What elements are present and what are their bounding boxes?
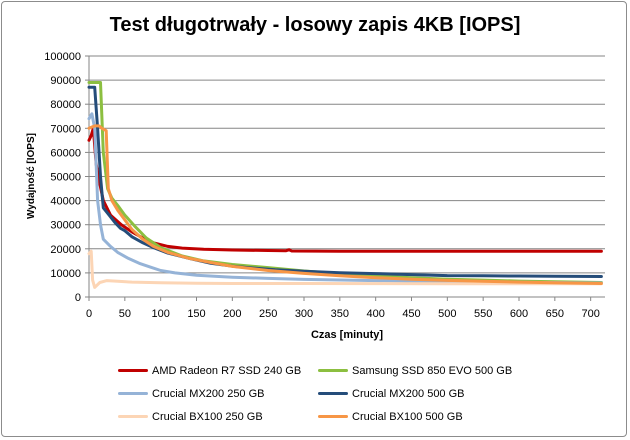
x-tick-label: 100 <box>151 308 169 320</box>
series-lines <box>87 81 603 289</box>
x-tick-label: 650 <box>546 308 564 320</box>
series-line <box>87 112 603 285</box>
x-tick-label: 700 <box>581 308 599 320</box>
chart-legend: AMD Radeon R7 SSD 240 GB Samsung SSD 850… <box>118 362 538 425</box>
legend-swatch <box>118 415 148 418</box>
y-tick-label: 100000 <box>44 51 81 63</box>
y-tick-labels: 0 10000 20000 30000 40000 50000 60000 70000 8000… <box>44 51 89 304</box>
legend-swatch <box>118 369 148 372</box>
series-line <box>87 126 603 253</box>
legend-item: Crucial BX100 500 GB <box>318 408 538 425</box>
legend-label: Samsung SSD 850 EVO 500 GB <box>352 364 513 377</box>
x-tick-label: 350 <box>331 308 349 320</box>
x-tick-label: 150 <box>187 308 205 320</box>
y-tick-label: 20000 <box>50 244 81 256</box>
series-line <box>87 249 603 289</box>
legend-label: Crucial MX200 500 GB <box>352 387 465 400</box>
y-tick-label: 10000 <box>50 268 81 280</box>
x-axis-label: Czas [minuty] <box>311 329 383 341</box>
x-tick-label: 450 <box>402 308 420 320</box>
legend-label: Crucial BX100 250 GB <box>152 410 263 423</box>
legend-item: AMD Radeon R7 SSD 240 GB <box>118 362 318 379</box>
y-tick-label: 70000 <box>50 123 81 135</box>
y-tick-label: 50000 <box>50 172 81 184</box>
legend-swatch <box>118 392 148 395</box>
legend-item: Crucial MX200 250 GB <box>118 385 318 402</box>
legend-label: AMD Radeon R7 SSD 240 GB <box>152 364 302 377</box>
x-tick-label: 550 <box>474 308 492 320</box>
x-tick-label: 300 <box>295 308 313 320</box>
legend-swatch <box>318 392 348 395</box>
legend-label: Crucial BX100 500 GB <box>352 410 463 423</box>
y-tick-label: 80000 <box>50 99 81 111</box>
x-tick-label: 250 <box>259 308 277 320</box>
grid-lines <box>89 55 605 274</box>
y-tick-label: 0 <box>75 292 81 304</box>
legend-label: Crucial MX200 250 GB <box>152 387 265 400</box>
x-tick-label: 400 <box>366 308 384 320</box>
x-tick-labels: 0 50 100 150 200 250 300 350 400 450 500 550 600 650 7… <box>86 297 600 320</box>
legend-swatch <box>318 415 348 418</box>
x-tick-label: 200 <box>223 308 241 320</box>
x-tick-label: 600 <box>510 308 528 320</box>
x-tick-label: 500 <box>438 308 456 320</box>
legend-item: Crucial BX100 250 GB <box>118 408 318 425</box>
y-tick-label: 30000 <box>50 220 81 232</box>
series-line <box>87 124 603 285</box>
y-tick-label: 60000 <box>50 147 81 159</box>
x-tick-label: 50 <box>119 308 131 320</box>
x-tick-label: 0 <box>86 308 92 320</box>
y-tick-label: 40000 <box>50 196 81 208</box>
y-axis-label: Wydajność [IOPS] <box>26 133 37 219</box>
legend-swatch <box>318 369 348 372</box>
y-tick-label: 90000 <box>50 75 81 87</box>
legend-item: Samsung SSD 850 EVO 500 GB <box>318 362 538 379</box>
chart-title: Test długotrwały - losowy zapis 4KB [IOP… <box>109 14 521 36</box>
legend-item: Crucial MX200 500 GB <box>318 385 538 402</box>
